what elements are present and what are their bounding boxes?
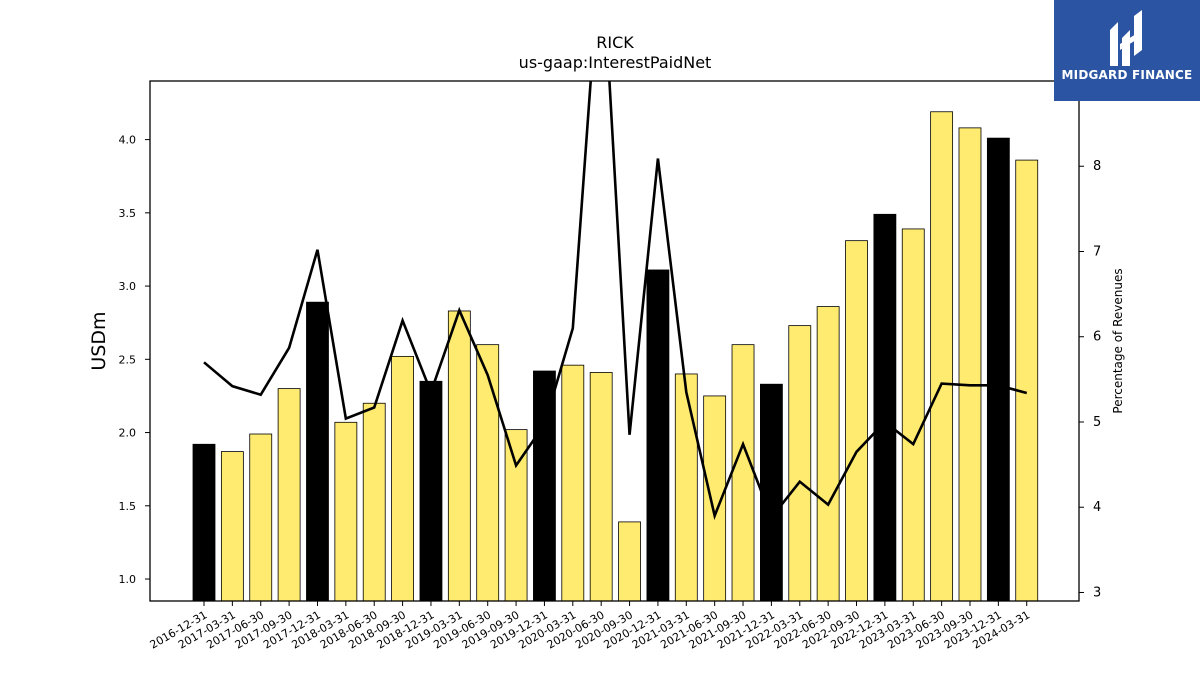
plot-frame (149, 80, 1080, 602)
bar-2022-06-30 (816, 306, 840, 602)
bar-2023-06-30 (930, 111, 954, 602)
bar-2018-12-31 (419, 380, 443, 602)
bar-2018-03-31 (334, 421, 358, 602)
bar-2021-09-30 (731, 344, 755, 602)
bar-2022-12-31 (873, 213, 897, 602)
y2-tick-label: 6 (1093, 330, 1101, 345)
bar-2024-03-31 (1015, 159, 1039, 602)
y2-tick-label: 8 (1093, 159, 1101, 174)
bar-2018-09-30 (391, 355, 414, 602)
bar-2020-09-30 (618, 521, 641, 602)
bar-2021-03-31 (674, 373, 698, 602)
bar-2017-03-31 (220, 451, 244, 602)
bar-2020-12-31 (646, 269, 670, 602)
bar-2020-06-30 (589, 372, 613, 602)
bar-2022-03-31 (788, 325, 812, 602)
y2-tick-label: 4 (1093, 500, 1101, 515)
bar-2017-06-30 (249, 433, 273, 602)
bar-2019-06-30 (476, 344, 500, 602)
y-tick-label: 3.0 (119, 280, 137, 293)
bar-2023-09-30 (958, 127, 982, 602)
bar-2017-09-30 (277, 388, 301, 602)
bar-2018-06-30 (362, 402, 386, 602)
bar-2017-12-31 (306, 301, 329, 602)
y-tick-label: 4.0 (119, 134, 137, 147)
bar-2019-03-31 (447, 310, 471, 602)
midgard-finance-logo: MIDGARD FINANCE (1054, 0, 1200, 101)
bar-2019-12-31 (533, 370, 556, 602)
bar-2023-03-31 (901, 228, 925, 602)
y2-axis-label: Percentage of Revenues (1111, 268, 1125, 413)
y-axis-label: USDm (88, 311, 110, 370)
bar-2020-03-31 (561, 364, 585, 602)
y2-tick-label: 3 (1093, 585, 1101, 600)
y-tick-label: 3.5 (119, 207, 137, 220)
y-tick-label: 1.0 (119, 573, 137, 586)
logo-text: MIDGARD FINANCE (1061, 68, 1193, 82)
chart-title: RICK (596, 33, 634, 52)
bar-2021-12-31 (760, 383, 783, 602)
y-tick-label: 2.0 (119, 427, 137, 440)
y2-tick-label: 7 (1093, 244, 1101, 259)
bar-2023-12-31 (986, 137, 1010, 602)
bar-2022-09-30 (845, 240, 868, 602)
chart-subtitle: us-gaap:InterestPaidNet (519, 53, 712, 72)
y-tick-label: 2.5 (119, 353, 137, 366)
bar-2016-12-31 (192, 443, 216, 602)
revenue-percentage-line (203, 81, 1028, 521)
logo-mark-icon (1110, 10, 1142, 66)
y-tick-label: 1.5 (119, 500, 137, 513)
y2-tick-label: 5 (1093, 415, 1101, 430)
